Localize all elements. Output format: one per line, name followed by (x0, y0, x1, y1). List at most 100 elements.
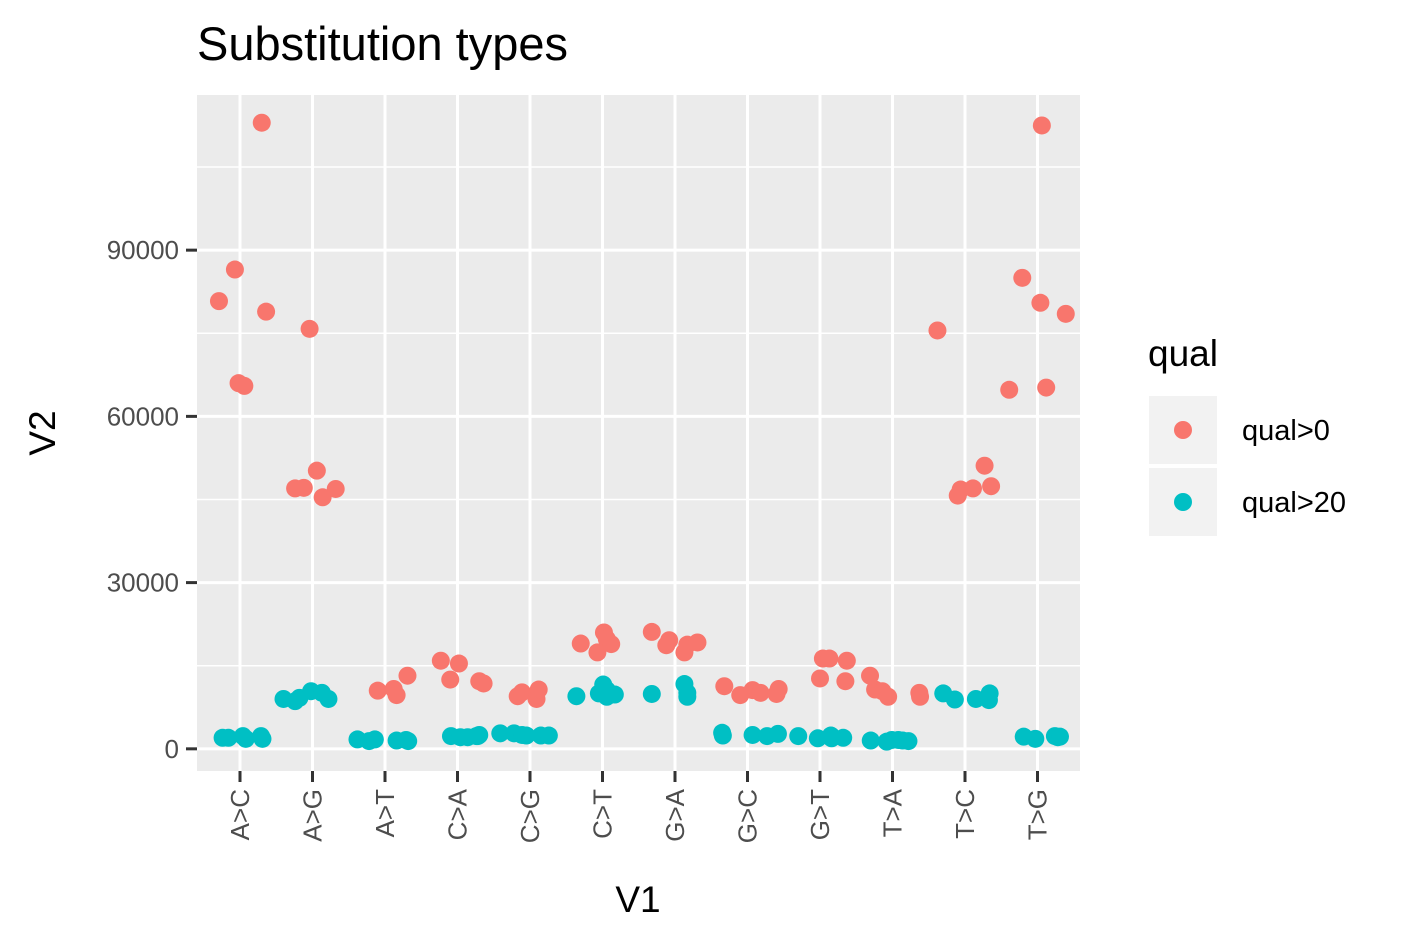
data-point (769, 679, 788, 698)
data-point (602, 635, 621, 654)
x-axis-title: V1 (615, 879, 660, 920)
data-point (294, 478, 313, 497)
data-point (474, 674, 493, 693)
data-point (470, 725, 489, 744)
data-point (688, 633, 707, 652)
data-point (529, 680, 548, 699)
data-point (1056, 304, 1075, 323)
data-point (911, 687, 930, 706)
data-point (642, 684, 661, 703)
data-point (713, 726, 732, 745)
data-point (567, 687, 586, 706)
x-tick-label: C>T (588, 789, 618, 839)
data-point (571, 634, 590, 653)
data-point (1050, 727, 1069, 746)
x-tick-label: T>A (878, 788, 908, 837)
y-tick-label: 60000 (107, 401, 179, 431)
data-point (945, 690, 964, 709)
data-point (834, 728, 853, 747)
data-point (300, 319, 319, 338)
data-point (980, 684, 999, 703)
data-point (235, 376, 254, 395)
data-point (811, 669, 829, 688)
data-point (715, 677, 734, 696)
y-axis-title: V2 (22, 410, 63, 455)
legend-marker (1174, 421, 1192, 439)
data-point (441, 670, 460, 689)
legend-title: qual (1148, 333, 1218, 374)
data-point (368, 681, 387, 700)
data-point (319, 689, 338, 708)
grid-minor (197, 166, 1080, 667)
data-point (326, 479, 345, 498)
data-point (861, 731, 880, 750)
data-point (236, 729, 255, 748)
data-point (1000, 380, 1019, 399)
data-point (899, 732, 918, 751)
x-tick-label: G>C (733, 789, 763, 843)
legend-label: qual>20 (1242, 487, 1346, 519)
data-point (642, 622, 661, 641)
x-tick-label: C>G (515, 789, 545, 843)
x-tick-label: G>A (660, 788, 690, 841)
data-point (431, 651, 450, 670)
data-point (678, 687, 697, 706)
data-point (879, 687, 898, 706)
data-point (1032, 116, 1051, 135)
x-tick-label: A>T (370, 789, 400, 838)
data-point (982, 477, 1001, 496)
x-tick-label: T>G (1023, 789, 1053, 840)
data-point (660, 631, 679, 650)
x-tick-label: G>T (805, 789, 835, 840)
y-tick-label: 90000 (107, 235, 179, 265)
data-point (605, 685, 624, 704)
data-points (209, 113, 1075, 751)
data-point (1037, 378, 1056, 397)
data-point (861, 666, 880, 685)
plot-panel (197, 95, 1080, 771)
data-point (513, 683, 532, 702)
y-axis: 0 30000 60000 90000 (107, 235, 197, 764)
data-point (449, 654, 468, 673)
y-tick-label: 30000 (107, 568, 179, 598)
data-point (225, 260, 244, 279)
y-tick-label: 0 (165, 734, 179, 764)
data-point (491, 724, 510, 743)
data-point (1031, 293, 1050, 312)
data-point (1013, 268, 1032, 287)
data-point (928, 321, 947, 340)
data-point (966, 689, 985, 708)
data-point (975, 456, 994, 475)
data-point (751, 683, 770, 702)
data-point (307, 461, 326, 480)
x-tick-label: C>A (443, 788, 473, 840)
data-point (539, 726, 558, 745)
x-tick-label: T>C (950, 789, 980, 839)
data-point (768, 724, 787, 743)
data-point (252, 113, 271, 132)
data-point (365, 730, 384, 749)
data-point (517, 726, 536, 745)
data-point (963, 479, 982, 498)
data-point (253, 729, 272, 748)
data-point (387, 686, 406, 705)
data-point (399, 732, 418, 751)
x-axis: A>C A>G A>T C>A C>G C>T G>A G>C G>T T>A T>C T>G (225, 771, 1053, 843)
x-tick-label: A>C (225, 789, 255, 840)
data-point (219, 728, 238, 747)
data-point (398, 666, 417, 685)
data-point (1026, 729, 1045, 748)
data-point (743, 725, 762, 744)
data-point (588, 643, 607, 662)
data-point (820, 649, 839, 668)
data-point (313, 488, 332, 507)
legend: qual qual>0 qual>20 (1148, 333, 1346, 536)
legend-marker (1174, 493, 1192, 511)
data-point (837, 651, 856, 670)
data-point (209, 292, 228, 311)
chart-title: Substitution types (197, 17, 568, 70)
data-point (789, 727, 808, 746)
legend-label: qual>0 (1242, 415, 1330, 447)
